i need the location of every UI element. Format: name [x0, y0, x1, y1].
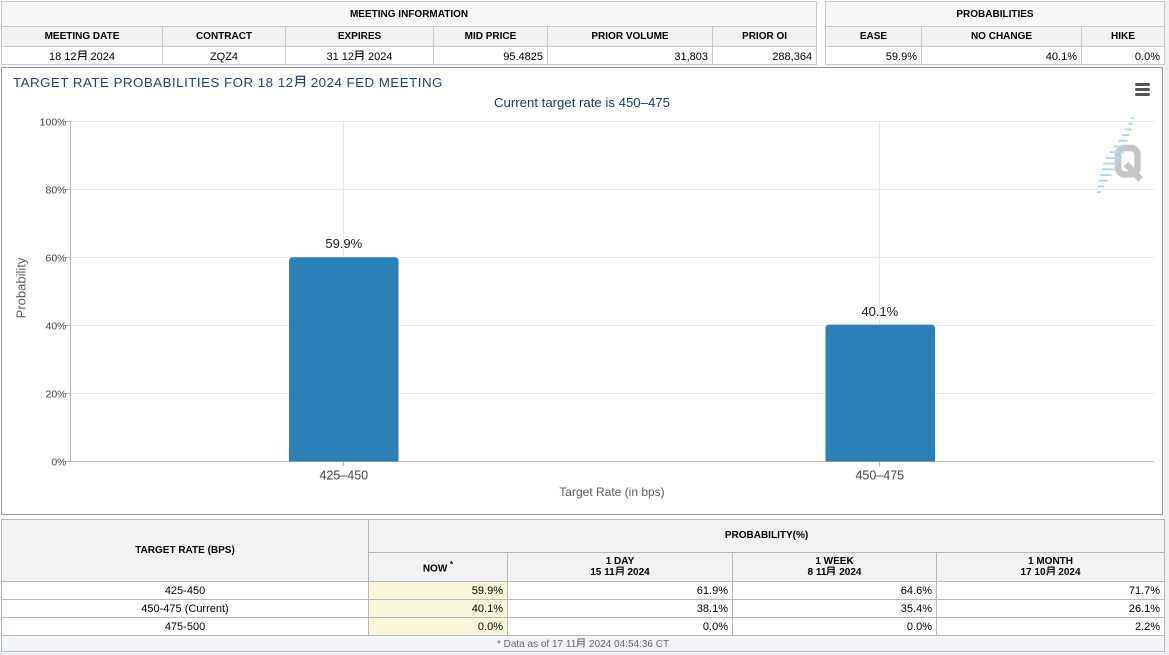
svg-text:Target Rate (in bps): Target Rate (in bps) [559, 485, 664, 499]
svg-text:60%: 60% [45, 253, 66, 265]
svg-text:425–450: 425–450 [319, 469, 368, 483]
svg-text:0%: 0% [51, 457, 66, 469]
svg-text:Probability: Probability [14, 257, 29, 318]
svg-text:40%: 40% [45, 321, 66, 333]
svg-text:100%: 100% [40, 117, 67, 129]
svg-text:20%: 20% [45, 389, 66, 401]
svg-text:450–475: 450–475 [855, 469, 904, 483]
svg-text:59.9%: 59.9% [325, 236, 362, 251]
svg-text:40.1%: 40.1% [861, 304, 898, 319]
svg-text:80%: 80% [45, 185, 66, 197]
